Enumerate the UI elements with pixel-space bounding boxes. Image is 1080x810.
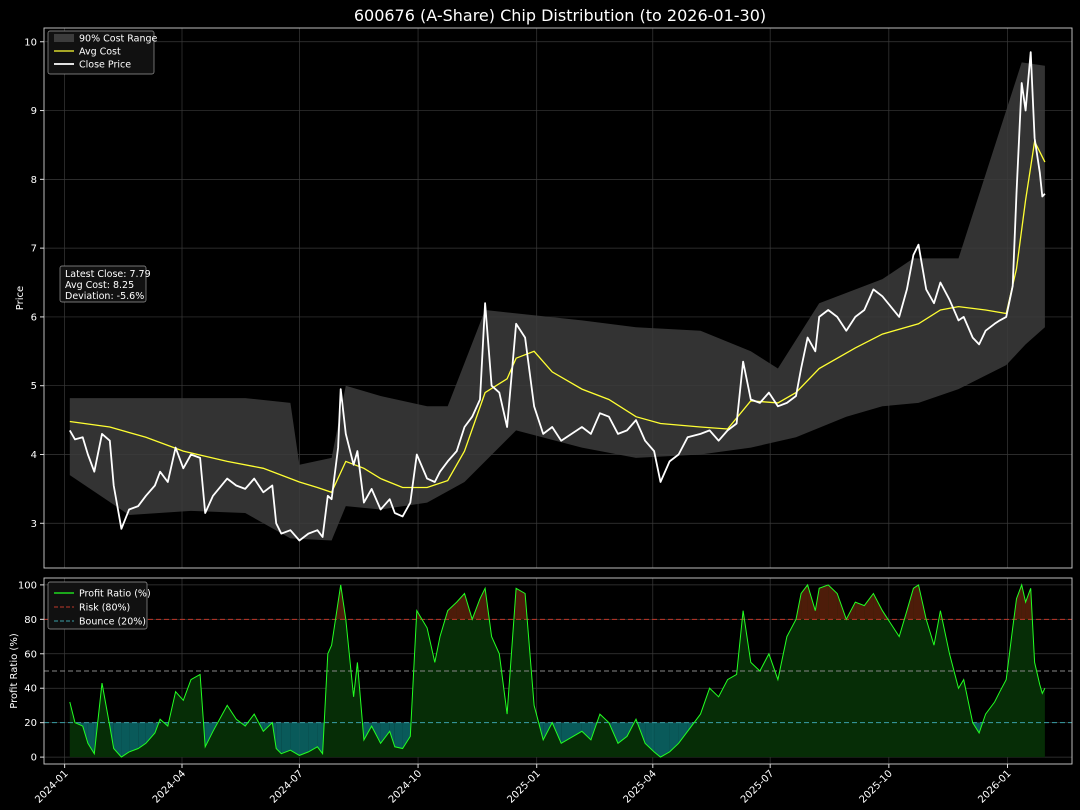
profit-axes-frame (43, 577, 1073, 765)
profit-tick-label-20: 20 (24, 718, 37, 729)
x-tick-label-2025-04: 2025-04 (622, 768, 659, 805)
stats-annotation: Latest Close: 7.79 Avg Cost: 8.25 Deviat… (59, 265, 151, 303)
bounce-zone-segment (138, 722, 146, 749)
risk-zone-segment (480, 588, 486, 620)
price-tick-label-9: 9 (31, 106, 37, 117)
legend-label-risk: Risk (80%) (79, 603, 130, 614)
bounce-zone-segment (581, 722, 591, 740)
bounce-zone-segment (389, 722, 395, 747)
price-tick-label-6: 6 (31, 312, 37, 323)
price-legend: 90% Cost Range Avg Cost Close Price (47, 30, 158, 75)
bounce-zone-segment (402, 722, 411, 749)
risk-zone-fill (335, 584, 1033, 620)
legend-swatch-cost-range (54, 34, 74, 42)
price-axes-frame (43, 27, 1073, 569)
legend-label-cost-range: 90% Cost Range (79, 34, 158, 45)
cost-range-band (69, 62, 1045, 541)
legend-label-close-price: Close Price (79, 60, 131, 71)
profit-y-ticks: 0 20 40 60 80 100 (18, 580, 44, 764)
bounce-zone-segment (660, 722, 670, 758)
legend-label-avg-cost: Avg Cost (79, 47, 121, 58)
risk-zone-segment (516, 588, 526, 620)
bounce-zone-segment (281, 722, 291, 754)
bounce-zone-segment (205, 722, 213, 747)
latest-close-text: Latest Close: 7.79 (65, 269, 151, 280)
price-panel: 3 4 5 6 7 8 9 10 Price 90% Cost Range Avg Cost … (15, 27, 1073, 569)
bounce-zone-segment (299, 722, 309, 756)
risk-zone-segment (864, 593, 874, 620)
risk-zone-segment (807, 584, 816, 620)
price-tick-label-4: 4 (31, 450, 37, 461)
avg-cost-text: Avg Cost: 8.25 (65, 280, 134, 291)
price-legend-box (47, 30, 155, 75)
profit-axis-label: Profit Ratio (%) (9, 633, 20, 709)
bounce-zone-segment (87, 722, 95, 754)
x-tick-label-2024-10: 2024-10 (387, 768, 424, 805)
x-tick-label-2025-07: 2025-07 (739, 768, 776, 805)
risk-zone-segment (913, 584, 919, 620)
bounce-zone-segment (669, 722, 679, 752)
avg-cost-line (69, 139, 1046, 494)
bounce-zone-segment (654, 722, 661, 758)
x-tick-label-2025-10: 2025-10 (858, 768, 895, 805)
bounce-zone-segment (317, 722, 323, 754)
bounce-zone-segment (308, 722, 318, 752)
bounce-zone-fill (75, 722, 983, 758)
risk-zone-segment (1021, 584, 1026, 620)
chart-title: 600676 (A-Share) Chip Distribution (to 2… (354, 6, 766, 25)
x-tick-label-2024-01: 2024-01 (33, 768, 70, 805)
risk-zone-segment (873, 593, 883, 620)
profit-ratio-line (69, 583, 1046, 758)
x-tick-label-2026-01: 2026-01 (976, 768, 1013, 805)
price-tick-label-5: 5 (31, 381, 37, 392)
profit-tick-label-60: 60 (24, 649, 37, 660)
risk-zone-segment (828, 584, 838, 620)
bounce-zone-segment (276, 722, 282, 754)
stats-box (59, 265, 147, 303)
bounce-zone-segment (145, 722, 155, 744)
bounce-zone-segment (394, 722, 403, 749)
bounce-zone-segment (618, 722, 627, 744)
x-tick-label-2024-04: 2024-04 (151, 768, 188, 805)
risk-zone-segment (447, 602, 457, 620)
bounce-zone-segment (678, 722, 688, 744)
risk-zone-segment (801, 584, 808, 620)
risk-zone-segment (906, 588, 914, 620)
bounce-zone-segment (561, 722, 582, 744)
bounce-zone-segment (121, 722, 130, 758)
risk-zone-segment (855, 602, 865, 620)
x-tick-label-2025-01: 2025-01 (505, 768, 542, 805)
profit-tick-label-0: 0 (31, 753, 37, 764)
price-tick-label-7: 7 (31, 244, 37, 255)
profit-panel: 0 20 40 60 80 100 2024-01 2024-04 2024-07 2024-1… (9, 577, 1073, 806)
deviation-text: Deviation: -5.6% (65, 291, 144, 302)
bounce-zone-segment (380, 722, 390, 744)
date-x-ticks: 2024-01 2024-04 2024-07 2024-10 2025-01 2025-… (33, 764, 1014, 806)
bounce-zone-segment (129, 722, 139, 752)
x-tick-label-2024-07: 2024-07 (268, 768, 305, 805)
price-tick-label-10: 10 (24, 37, 37, 48)
legend-label-bounce: Bounce (20%) (79, 617, 146, 628)
risk-zone-segment (819, 584, 829, 620)
profit-legend: Profit Ratio (%) Risk (80%) Bounce (20%) (47, 581, 151, 630)
risk-zone-segment (1016, 584, 1022, 620)
price-axis-label: Price (15, 286, 26, 310)
profit-tick-label-80: 80 (24, 615, 37, 626)
profit-tick-label-40: 40 (24, 684, 37, 695)
price-tick-label-8: 8 (31, 175, 37, 186)
price-tick-label-3: 3 (31, 519, 37, 530)
price-y-ticks: 3 4 5 6 7 8 9 10 (24, 37, 44, 530)
profit-tick-label-100: 100 (18, 580, 37, 591)
bounce-zone-segment (645, 722, 655, 752)
profit-legend-box (47, 581, 148, 630)
risk-zone-segment (338, 584, 341, 620)
bounce-zone-segment (113, 722, 122, 758)
risk-zone-segment (1025, 588, 1031, 620)
profit-area-fill (69, 584, 1045, 758)
close-price-line (69, 51, 1046, 542)
legend-label-profit-ratio: Profit Ratio (%) (79, 589, 151, 600)
bounce-zone-segment (290, 722, 300, 756)
